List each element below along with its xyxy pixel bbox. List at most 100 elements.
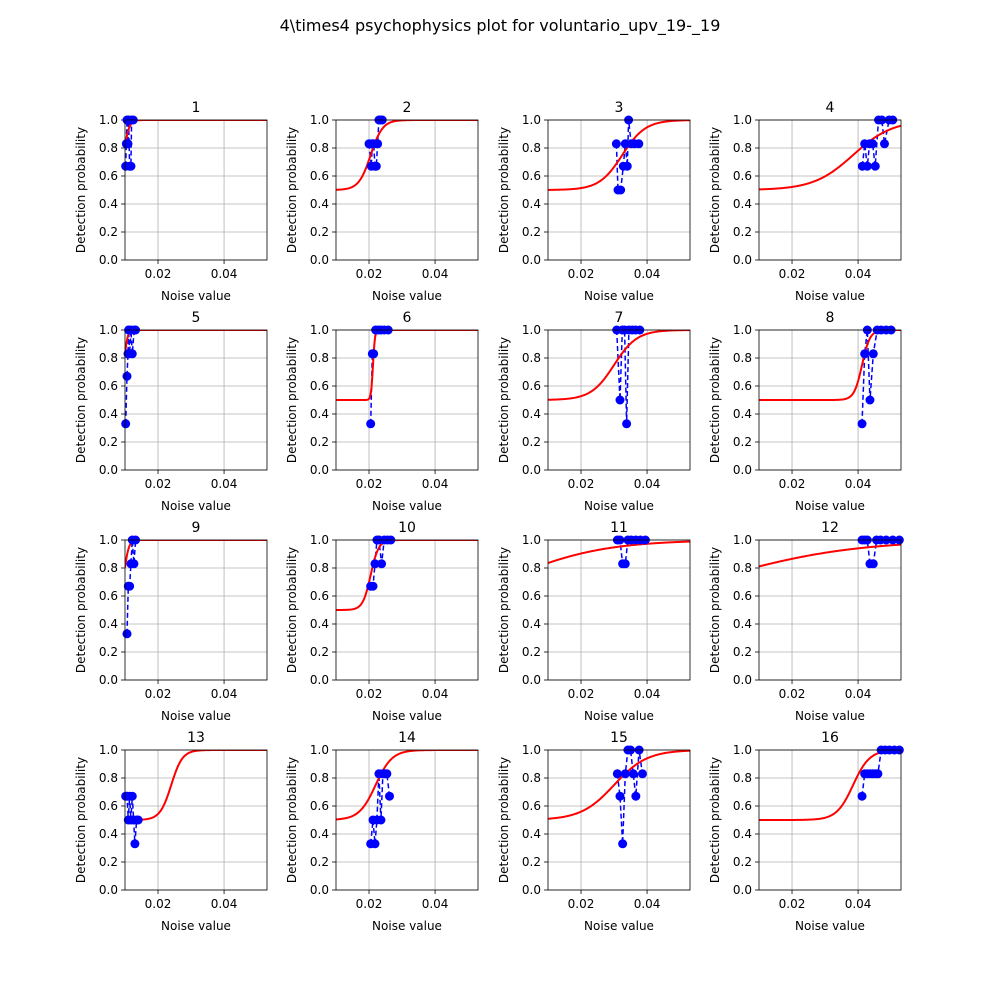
subplot-plot-area [336,750,478,844]
data-point [376,815,386,825]
fit-curve [336,120,478,191]
x-tick-label: 0.04 [845,477,872,491]
x-axis-label: Noise value [795,289,865,303]
y-tick-label: 0.4 [310,827,329,841]
data-point [868,139,878,149]
y-tick-label: 0.0 [310,463,329,477]
fit-curve [336,540,478,611]
y-tick-label: 0.8 [733,561,752,575]
y-tick-label: 0.0 [310,253,329,267]
y-axis-label: Detection probability [497,337,511,463]
y-tick-label: 0.8 [99,771,118,785]
subplot-9: 9 0.0 0.2 0.4 0.6 0.8 1.0 0.02 0.04 Noise value De… [74,520,268,723]
y-tick-label: 0.2 [733,645,752,659]
data-point [622,161,632,171]
subplot-6: 6 0.0 0.2 0.4 0.6 0.8 1.0 0.02 0.04 Noise value De… [285,310,479,513]
y-axis-label: Detection probability [708,337,722,463]
subplot-plot-area [125,750,267,844]
data-point [370,839,380,849]
y-axis-label: Detection probability [497,127,511,253]
data-point [622,419,632,429]
y-tick-label: 0.4 [522,197,541,211]
y-axis-label: Detection probability [74,757,88,883]
y-tick-label: 0.2 [99,435,118,449]
y-tick-label: 0.0 [99,253,118,267]
y-axis-label: Detection probability [74,127,88,253]
subplot-plot-area [125,330,267,424]
axes-frame [124,329,268,471]
data-line [617,540,646,565]
data-point [628,769,638,779]
y-tick-label: 0.2 [733,225,752,239]
x-tick-label: 0.04 [845,267,872,281]
y-tick-label: 0.8 [733,141,752,155]
y-tick-label: 0.6 [733,379,752,393]
subplot-10: 10 0.0 0.2 0.4 0.6 0.8 1.0 0.02 0.04 Noise value D… [285,520,479,723]
x-axis-label: Noise value [161,499,231,513]
x-tick-label: 0.02 [356,897,383,911]
y-tick-label: 1.0 [99,533,118,547]
subplot-title: 6 [403,310,412,326]
subplot-title: 12 [821,520,839,536]
y-tick-label: 0.6 [99,589,118,603]
y-axis-label: Detection probability [708,547,722,673]
x-tick-label: 0.04 [211,267,238,281]
data-point [370,559,380,569]
data-point [371,161,381,171]
x-tick-label: 0.02 [568,267,595,281]
data-point [868,349,878,359]
y-tick-label: 0.8 [99,141,118,155]
y-axis-label: Detection probability [497,757,511,883]
fit-curve [548,330,690,401]
data-point [870,161,880,171]
subplot-16: 16 0.0 0.2 0.4 0.6 0.8 1.0 0.02 0.04 Noise value D… [708,730,904,933]
y-tick-label: 0.4 [99,827,118,841]
subplot-14: 14 0.0 0.2 0.4 0.6 0.8 1.0 0.02 0.04 Noise value D… [285,730,479,933]
y-tick-label: 0.4 [522,827,541,841]
fit-curve [125,540,267,568]
y-tick-label: 0.6 [99,379,118,393]
y-tick-label: 1.0 [733,113,752,127]
data-point [862,161,872,171]
x-tick-label: 0.04 [422,267,449,281]
y-tick-label: 0.4 [99,197,118,211]
subplot-plot-area [336,330,478,424]
subplot-8: 8 0.0 0.2 0.4 0.6 0.8 1.0 0.02 0.04 Noise value De… [708,310,902,513]
y-tick-label: 0.4 [733,617,752,631]
subplot-title: 14 [398,730,416,746]
y-tick-label: 0.0 [733,673,752,687]
subplot-title: 11 [610,520,628,536]
data-point [133,815,143,825]
y-tick-label: 0.4 [733,407,752,421]
data-point [615,791,625,801]
axes-frame [335,749,479,891]
data-point [618,839,628,849]
y-tick-label: 0.8 [733,351,752,365]
y-tick-label: 0.2 [99,225,118,239]
data-line [615,120,639,191]
x-axis-label: Noise value [795,499,865,513]
subplot-2: 2 0.0 0.2 0.4 0.6 0.8 1.0 0.02 0.04 Noise value De… [285,100,479,303]
subplot-title: 10 [398,520,416,536]
axes-frame [124,539,268,681]
data-point [611,139,621,149]
data-point [860,349,870,359]
data-point [612,769,622,779]
data-point [129,559,139,569]
x-axis-label: Noise value [372,289,442,303]
fit-curve [759,543,901,568]
x-tick-label: 0.02 [779,897,806,911]
x-axis-label: Noise value [161,919,231,933]
data-point [616,185,626,195]
data-line [615,330,640,424]
subplot-12: 12 0.0 0.2 0.4 0.6 0.8 1.0 0.02 0.04 Noise value D… [708,520,904,723]
y-tick-label: 0.0 [733,463,752,477]
y-tick-label: 0.6 [522,799,541,813]
y-tick-label: 0.4 [522,617,541,631]
subplot-plot-area [759,540,901,568]
subplot-3: 3 0.0 0.2 0.4 0.6 0.8 1.0 0.02 0.04 Noise value De… [497,100,691,303]
fit-curve [336,330,478,401]
data-point [620,769,630,779]
y-tick-label: 0.8 [522,561,541,575]
fit-curve [125,120,267,147]
